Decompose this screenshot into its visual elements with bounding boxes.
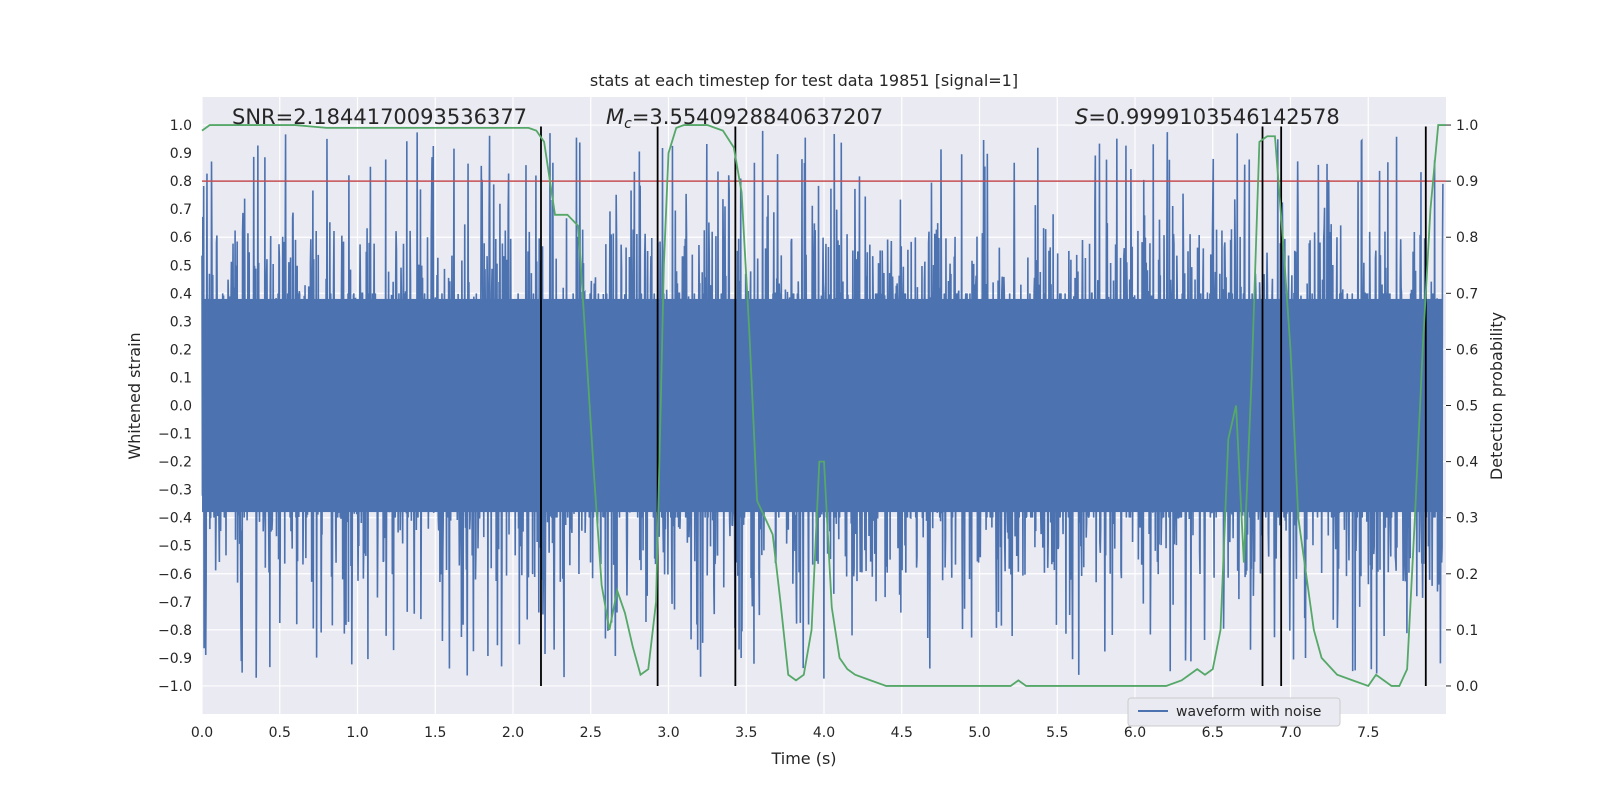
chart-title: stats at each timestep for test data 198… (590, 71, 1018, 90)
x-tick-label: 2.0 (502, 725, 524, 741)
x-tick-label: 7.5 (1357, 725, 1379, 741)
y2-tick-label: 0.8 (1456, 230, 1478, 246)
x-tick-label: 0.5 (269, 725, 291, 741)
y2-tick-label: 0.7 (1456, 286, 1478, 302)
y-tick-label: −0.2 (158, 455, 192, 471)
chirp-mass-value: =3.5540928840637207 (632, 105, 883, 129)
legend-box (1127, 697, 1341, 727)
y2-tick-label: 0.5 (1456, 399, 1478, 415)
x-tick-label: 5.5 (1046, 725, 1068, 741)
snr-annotation: SNR=2.1844170093536377 (232, 105, 527, 129)
chirp-mass-symbol: M (606, 105, 624, 129)
chirp-mass-annotation: Mc=3.5540928840637207 (606, 105, 883, 132)
x-tick-label: 6.0 (1124, 725, 1146, 741)
x-tick-label: 4.5 (891, 725, 913, 741)
y2-tick-label: 0.9 (1456, 174, 1478, 190)
y-tick-label: 1.0 (170, 118, 192, 134)
y2-tick-label: 0.4 (1456, 455, 1478, 471)
y-tick-label: −0.5 (158, 539, 192, 555)
y2-tick-label: 1.0 (1456, 118, 1478, 134)
legend-label: waveform with noise (1176, 704, 1321, 720)
s-value: =0.9999103546142578 (1088, 105, 1339, 129)
y2-tick-label: 0.2 (1456, 567, 1478, 583)
x-axis-label: Time (s) (770, 749, 836, 768)
s-annotation: S=0.9999103546142578 (1075, 105, 1340, 129)
y-tick-label: 0.5 (170, 258, 192, 274)
x-tick-label: 1.0 (346, 725, 368, 741)
y-tick-label: −0.8 (158, 623, 192, 639)
legend: waveform with noise (1127, 697, 1341, 727)
y-tick-label: 0.2 (170, 342, 192, 358)
x-tick-label: 7.0 (1279, 725, 1301, 741)
y2-tick-label: 0.3 (1456, 511, 1478, 527)
x-tick-label: 6.5 (1202, 725, 1224, 741)
y-tick-label: −0.1 (158, 427, 192, 443)
probability-line (201, 124, 1446, 688)
s-symbol: S (1075, 105, 1088, 129)
y-tick-label: −1.0 (158, 679, 192, 695)
y-tick-label: −0.6 (158, 567, 192, 583)
y2-tick-label: 0.6 (1456, 342, 1478, 358)
x-tick-label: 1.5 (424, 725, 446, 741)
y-tick-label: 0.6 (170, 230, 192, 246)
y-tick-label: 0.4 (170, 286, 192, 302)
y-tick-label: 0.1 (170, 370, 192, 386)
x-tick-label: 3.5 (735, 725, 757, 741)
y2-tick-label: 0.1 (1456, 623, 1478, 639)
y-tick-label: 0.3 (170, 314, 192, 330)
y-tick-label: −0.9 (158, 651, 192, 667)
x-tick-label: 0.0 (191, 725, 213, 741)
y2-axis-label: Detection probability (1487, 312, 1506, 480)
y-tick-label: 0.7 (170, 202, 192, 218)
y2-tick-label: 0.0 (1456, 679, 1478, 695)
chirp-mass-subscript: c (624, 116, 632, 132)
x-tick-label: 3.0 (657, 725, 679, 741)
y-tick-label: 0.0 (170, 399, 192, 415)
y-tick-label: −0.3 (158, 483, 192, 499)
x-tick-label: 4.0 (813, 725, 835, 741)
y-tick-label: −0.4 (158, 511, 192, 527)
y-axis-label: Whitened strain (125, 332, 144, 459)
y-tick-label: 0.8 (170, 174, 192, 190)
x-tick-label: 2.5 (580, 725, 602, 741)
waveform-core-band (202, 298, 1443, 513)
y-tick-label: 0.9 (170, 146, 192, 162)
y-tick-label: −0.7 (158, 595, 192, 611)
x-tick-label: 5.0 (968, 725, 990, 741)
